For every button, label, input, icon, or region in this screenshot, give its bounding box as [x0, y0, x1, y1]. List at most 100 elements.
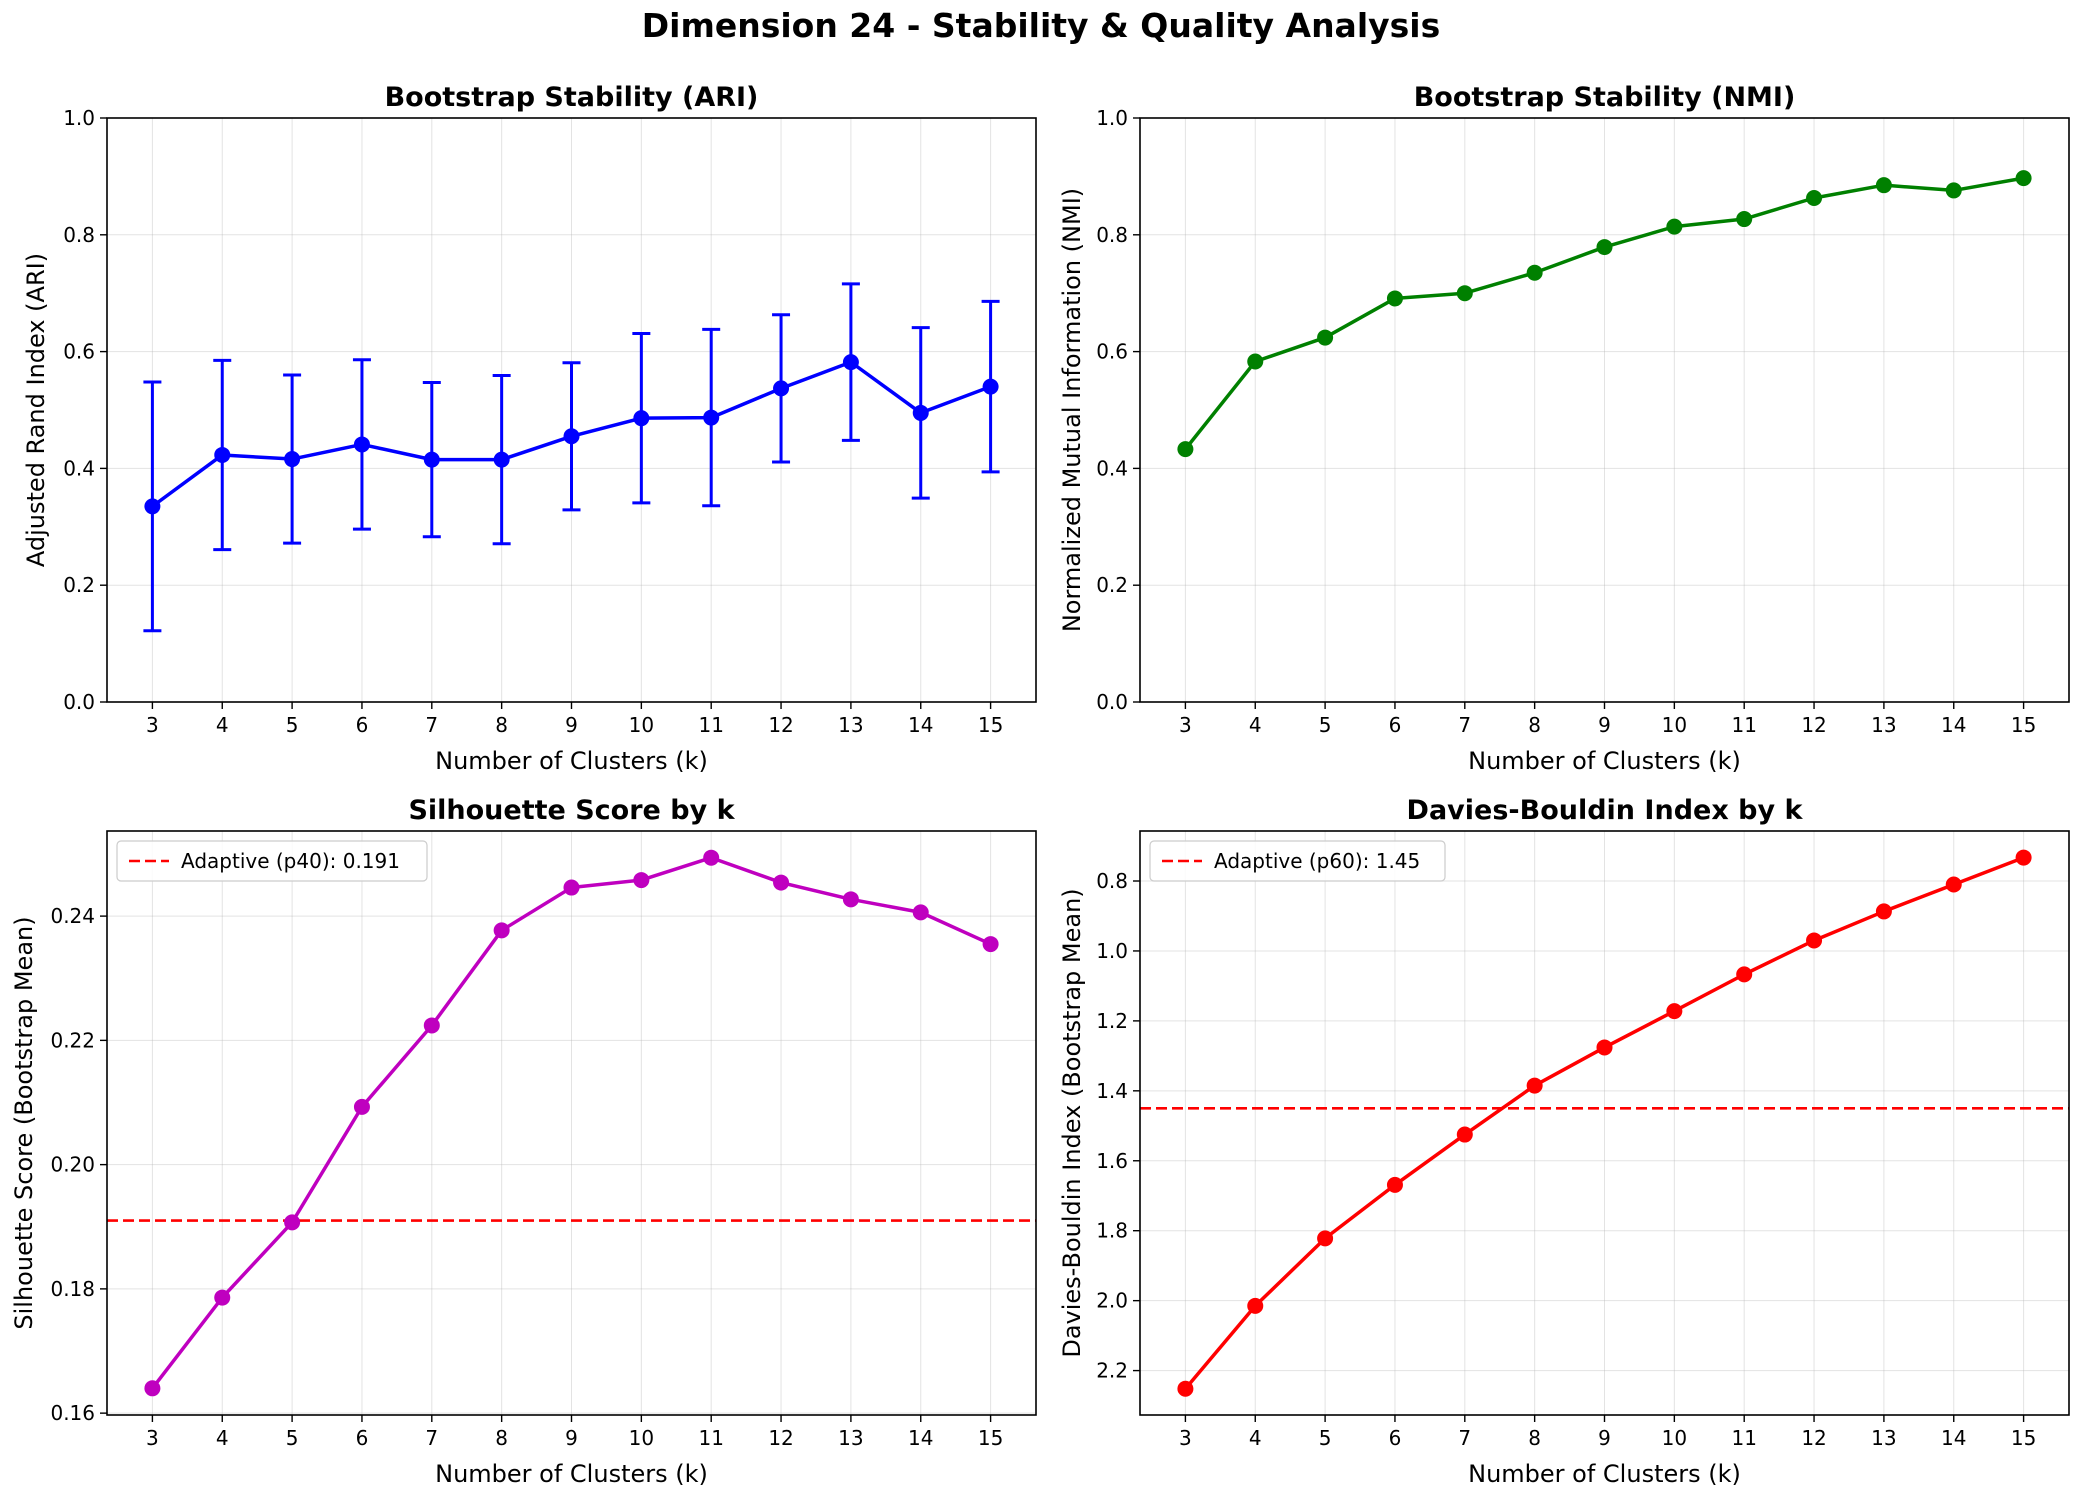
- nmi-xtick-label: 6: [1389, 713, 1402, 737]
- ari-xtick-label: 10: [629, 713, 654, 737]
- nmi-xtick-label: 14: [1941, 713, 1966, 737]
- silhouette-point: [144, 1380, 161, 1397]
- davies-bouldin-ytick-label: 1.8: [1096, 1219, 1128, 1243]
- ari-xlabel: Number of Clusters (k): [435, 747, 708, 775]
- davies-bouldin-ylabel: Davies-Bouldin Index (Bootstrap Mean): [1058, 888, 1086, 1357]
- nmi-ytick-label: 0.6: [1096, 340, 1128, 364]
- ari-ytick-label: 0.4: [63, 456, 95, 480]
- silhouette-xtick-label: 3: [146, 1426, 159, 1450]
- ari-point: [703, 409, 720, 426]
- silhouette-legend-label: Adaptive (p40): 0.191: [181, 849, 400, 873]
- davies-bouldin-ytick-label: 1.6: [1096, 1149, 1128, 1173]
- davies-bouldin-point: [1875, 903, 1892, 920]
- davies-bouldin-point: [1247, 1297, 1264, 1314]
- silhouette-xtick-label: 13: [838, 1426, 863, 1450]
- ari-xtick-label: 14: [908, 713, 933, 737]
- nmi-point: [1596, 239, 1613, 256]
- davies-bouldin-ytick-label: 2.0: [1096, 1289, 1128, 1313]
- ari-point: [214, 446, 231, 463]
- davies-bouldin-xtick-label: 10: [1662, 1426, 1687, 1450]
- ari-xtick-label: 8: [495, 713, 508, 737]
- davies-bouldin-point: [1596, 1039, 1613, 1056]
- ari-point: [493, 451, 510, 468]
- davies-bouldin-xtick-label: 5: [1319, 1426, 1332, 1450]
- ari-xtick-label: 4: [216, 713, 229, 737]
- ari-ytick-label: 0.6: [63, 340, 95, 364]
- silhouette-point: [842, 891, 859, 908]
- nmi-xtick-label: 13: [1871, 713, 1896, 737]
- silhouette-point: [423, 1017, 440, 1034]
- nmi-point: [1875, 177, 1892, 194]
- ari-xtick-label: 15: [978, 713, 1003, 737]
- davies-bouldin-legend-box: [1149, 840, 1446, 882]
- nmi-point: [1177, 441, 1194, 458]
- davies-bouldin-ytick-label: 1.4: [1096, 1079, 1128, 1103]
- silhouette-ytick-label: 0.16: [50, 1401, 95, 1425]
- ari-ytick-label: 0.8: [63, 223, 95, 247]
- davies-bouldin-chart: 3 4 5 6 7 8 9 10 11 12 13 14 15 0.8 1.0 1.2 1.4 1.6 1.8 2.0…: [1058, 795, 2070, 1488]
- davies-bouldin-xtick-label: 7: [1458, 1426, 1471, 1450]
- davies-bouldin-point: [1666, 1003, 1683, 1020]
- silhouette-xtick-label: 6: [356, 1426, 369, 1450]
- silhouette-xtick-label: 11: [698, 1426, 723, 1450]
- silhouette-point: [773, 874, 790, 891]
- silhouette-xtick-label: 4: [216, 1426, 229, 1450]
- nmi-xtick-label: 3: [1179, 713, 1192, 737]
- ari-point: [842, 354, 859, 371]
- nmi-ytick-label: 0.4: [1096, 456, 1128, 480]
- davies-bouldin-ytick-label: 1.2: [1096, 1009, 1128, 1033]
- silhouette-point: [982, 936, 999, 953]
- davies-bouldin-xtick-label: 9: [1598, 1426, 1611, 1450]
- silhouette-xtick-label: 14: [908, 1426, 933, 1450]
- nmi-point: [1526, 264, 1543, 281]
- davies-bouldin-title: Davies-Bouldin Index by k: [1407, 795, 1804, 826]
- ari-ytick-label: 0.0: [63, 690, 95, 714]
- davies-bouldin-point: [1945, 876, 1962, 893]
- davies-bouldin-xtick-label: 15: [2011, 1426, 2036, 1450]
- silhouette-ytick-label: 0.24: [50, 904, 95, 928]
- silhouette-ytick-label: 0.18: [50, 1277, 95, 1301]
- ari-point: [144, 498, 161, 515]
- ari-xtick-label: 3: [146, 713, 159, 737]
- nmi-xtick-label: 4: [1249, 713, 1262, 737]
- nmi-xtick-label: 12: [1801, 713, 1826, 737]
- silhouette-xtick-label: 8: [495, 1426, 508, 1450]
- nmi-xtick-label: 5: [1319, 713, 1332, 737]
- nmi-ytick-label: 0.2: [1096, 573, 1128, 597]
- ari-ytick-label: 1.0: [63, 106, 95, 130]
- davies-bouldin-xtick-label: 8: [1528, 1426, 1541, 1450]
- silhouette-ytick-label: 0.22: [50, 1028, 95, 1052]
- silhouette-point: [912, 904, 929, 921]
- davies-bouldin-point: [1806, 932, 1823, 949]
- silhouette-point: [493, 922, 510, 939]
- ari-point: [633, 410, 650, 427]
- nmi-ytick-label: 1.0: [1096, 106, 1128, 130]
- nmi-point: [1945, 182, 1962, 199]
- silhouette-xtick-label: 10: [629, 1426, 654, 1450]
- silhouette-ytick-label: 0.20: [50, 1153, 95, 1177]
- ari-xtick-label: 6: [356, 713, 369, 737]
- davies-bouldin-xtick-label: 6: [1389, 1426, 1402, 1450]
- ari-xtick-label: 12: [768, 713, 793, 737]
- nmi-point: [1806, 190, 1823, 207]
- silhouette-point: [284, 1214, 301, 1231]
- silhouette-xtick-label: 12: [768, 1426, 793, 1450]
- silhouette-xtick-label: 9: [565, 1426, 578, 1450]
- davies-bouldin-legend-label: Adaptive (p60): 1.45: [1214, 849, 1420, 873]
- ari-point: [982, 378, 999, 395]
- davies-bouldin-point: [1526, 1077, 1543, 1094]
- davies-bouldin-point: [1456, 1126, 1473, 1143]
- nmi-point: [2015, 170, 2032, 187]
- silhouette-xtick-label: 7: [425, 1426, 438, 1450]
- nmi-point: [1456, 285, 1473, 302]
- davies-bouldin-legend: Adaptive (p60): 1.45: [1149, 840, 1446, 882]
- davies-bouldin-xtick-label: 3: [1179, 1426, 1192, 1450]
- ari-xtick-label: 9: [565, 713, 578, 737]
- nmi-xlabel: Number of Clusters (k): [1468, 747, 1741, 775]
- nmi-point: [1247, 353, 1264, 370]
- nmi-title: Bootstrap Stability (NMI): [1414, 82, 1796, 113]
- davies-bouldin-xtick-label: 11: [1731, 1426, 1756, 1450]
- silhouette-point: [633, 872, 650, 889]
- davies-bouldin-ytick-label: 0.8: [1096, 869, 1128, 893]
- ari-xtick-label: 5: [286, 713, 299, 737]
